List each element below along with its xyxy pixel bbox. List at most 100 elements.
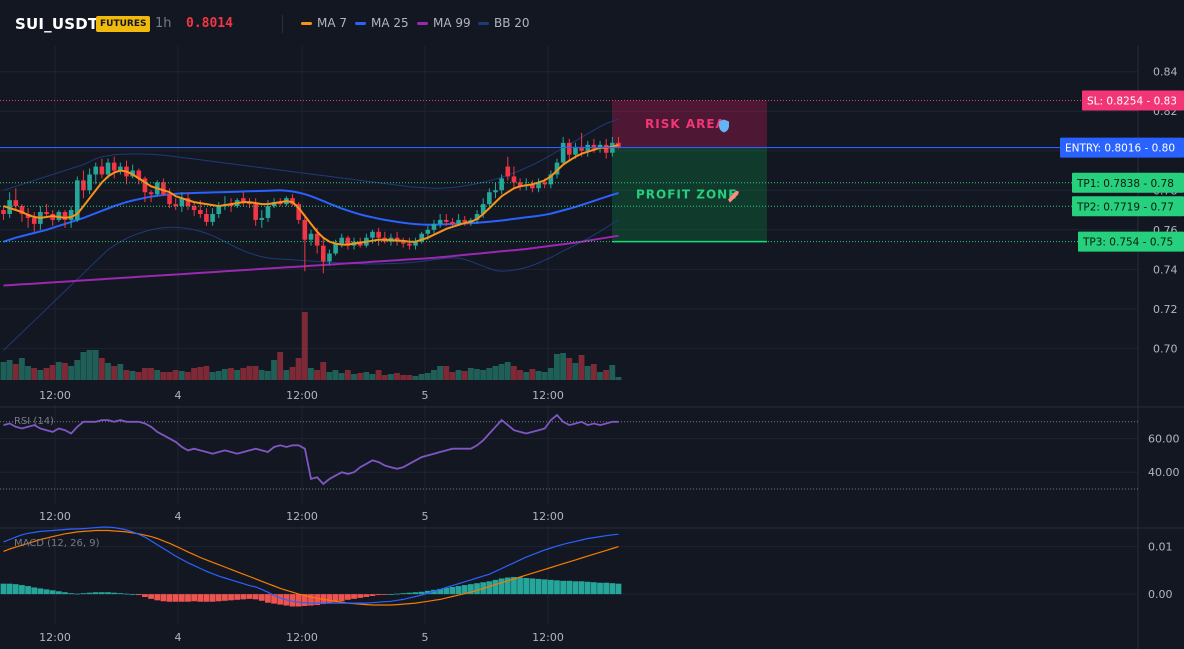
legend-ma99[interactable]: MA 99 — [417, 16, 471, 30]
candle-body — [505, 166, 511, 177]
moving-averages — [3, 189, 619, 287]
macd-histogram-bar — [504, 577, 511, 595]
macd-histogram-bar — [326, 594, 333, 604]
candle-body — [493, 190, 498, 193]
candle-body — [204, 213, 209, 222]
volume-bar — [301, 312, 308, 380]
candle-body — [136, 170, 142, 179]
volume-bar — [234, 370, 241, 380]
time-tick-label: 12:00 — [532, 631, 564, 644]
macd-histogram-bar — [86, 592, 93, 595]
legend-swatch — [355, 21, 366, 25]
macd-histogram-bar — [529, 578, 536, 595]
volume-bars — [0, 312, 622, 380]
level-tag-label: SL: 0.8254 - 0.83 — [1087, 96, 1177, 108]
macd-histogram-bar — [0, 583, 7, 595]
volume-bar — [486, 368, 493, 380]
volume-bar — [381, 375, 388, 380]
macd-histogram-bar — [12, 584, 19, 595]
volume-bar — [609, 365, 616, 380]
volume-bar — [326, 372, 333, 380]
macd-histogram-bar — [197, 594, 204, 602]
futures-badge: FUTURES — [96, 16, 151, 32]
macd-histogram-bar — [388, 594, 394, 595]
volume-bar — [68, 366, 74, 380]
volume-bar — [197, 367, 204, 380]
macd-histogram-bar — [363, 594, 370, 597]
macd-histogram-bar — [523, 577, 530, 595]
legend-bb20[interactable]: BB 20 — [478, 16, 530, 30]
volume-bar — [98, 358, 105, 380]
volume-bar — [6, 360, 13, 380]
candle-body — [431, 223, 437, 230]
volume-bar — [498, 364, 505, 380]
candle-body — [296, 204, 301, 220]
macd-histogram-bar — [400, 593, 407, 595]
volume-bar — [160, 372, 167, 380]
volume-bar — [523, 372, 530, 380]
candle-body — [241, 198, 246, 203]
macd-histogram-bar — [37, 588, 44, 595]
time-tick-label: 5 — [422, 510, 429, 523]
time-tick-label: 4 — [175, 510, 182, 523]
volume-bar — [572, 363, 579, 380]
candle-body — [148, 192, 154, 195]
last-price: 0.8014 — [186, 16, 233, 31]
candle-body — [357, 241, 363, 246]
candle-body — [376, 231, 381, 238]
volume-bar — [289, 367, 296, 380]
volume-bar — [92, 350, 99, 380]
volume-bar — [215, 371, 222, 380]
rsi-title: RSI (14) — [14, 416, 54, 427]
volume-bar — [474, 369, 480, 380]
volume-bar — [467, 368, 474, 380]
volume-bar — [295, 358, 302, 380]
candle-body — [68, 210, 74, 220]
macd-histogram-bar — [55, 591, 62, 595]
candle-body — [179, 198, 185, 207]
volume-bar — [277, 352, 284, 380]
macd-histogram-bar — [80, 593, 87, 595]
macd-histogram-bar — [185, 594, 191, 602]
volume-bar — [418, 374, 425, 380]
candle-body — [259, 217, 265, 220]
legend-ma7[interactable]: MA 7 — [301, 16, 347, 30]
volume-bar — [111, 366, 118, 380]
macd-histogram-bar — [209, 594, 216, 602]
risk-area — [612, 100, 767, 148]
volume-bar — [191, 368, 197, 380]
macd-histogram-bar — [92, 592, 99, 595]
candle-body — [597, 144, 603, 149]
time-tick-label: 12:00 — [286, 510, 318, 523]
candle-body — [111, 162, 117, 171]
macd-histogram-bar — [609, 583, 616, 595]
macd-histogram-bar — [443, 587, 450, 595]
macd-histogram-bar — [492, 579, 499, 595]
macd-histogram-bar — [271, 594, 277, 604]
volume-bar — [141, 368, 148, 380]
macd-histogram-bar — [517, 577, 523, 595]
volume-bar — [443, 366, 450, 380]
macd-histogram-bar — [135, 594, 142, 596]
macd-histogram-bar — [541, 579, 548, 595]
symbol-title[interactable]: SUI_USDT — [15, 15, 99, 33]
macd-histogram-bar — [277, 594, 284, 605]
candle-body — [474, 213, 480, 220]
macd-histogram-bar — [338, 594, 345, 602]
candle-body — [56, 212, 62, 220]
volume-bar — [240, 368, 247, 380]
price-tick-label: 0.70 — [1153, 342, 1178, 355]
volume-bar — [504, 362, 511, 380]
time-tick-label: 12:00 — [39, 631, 71, 644]
volume-bar — [566, 358, 573, 380]
candle-body — [87, 174, 92, 191]
macd-histogram-bar — [474, 583, 480, 595]
macd-histogram-bar — [351, 594, 357, 599]
legend-ma25[interactable]: MA 25 — [355, 16, 409, 30]
timeframe-label[interactable]: 1h — [155, 16, 172, 31]
macd-histogram-bar — [498, 578, 505, 595]
volume-bar — [603, 370, 610, 380]
candle-body — [456, 219, 461, 224]
macd-histogram-bar — [437, 588, 443, 595]
